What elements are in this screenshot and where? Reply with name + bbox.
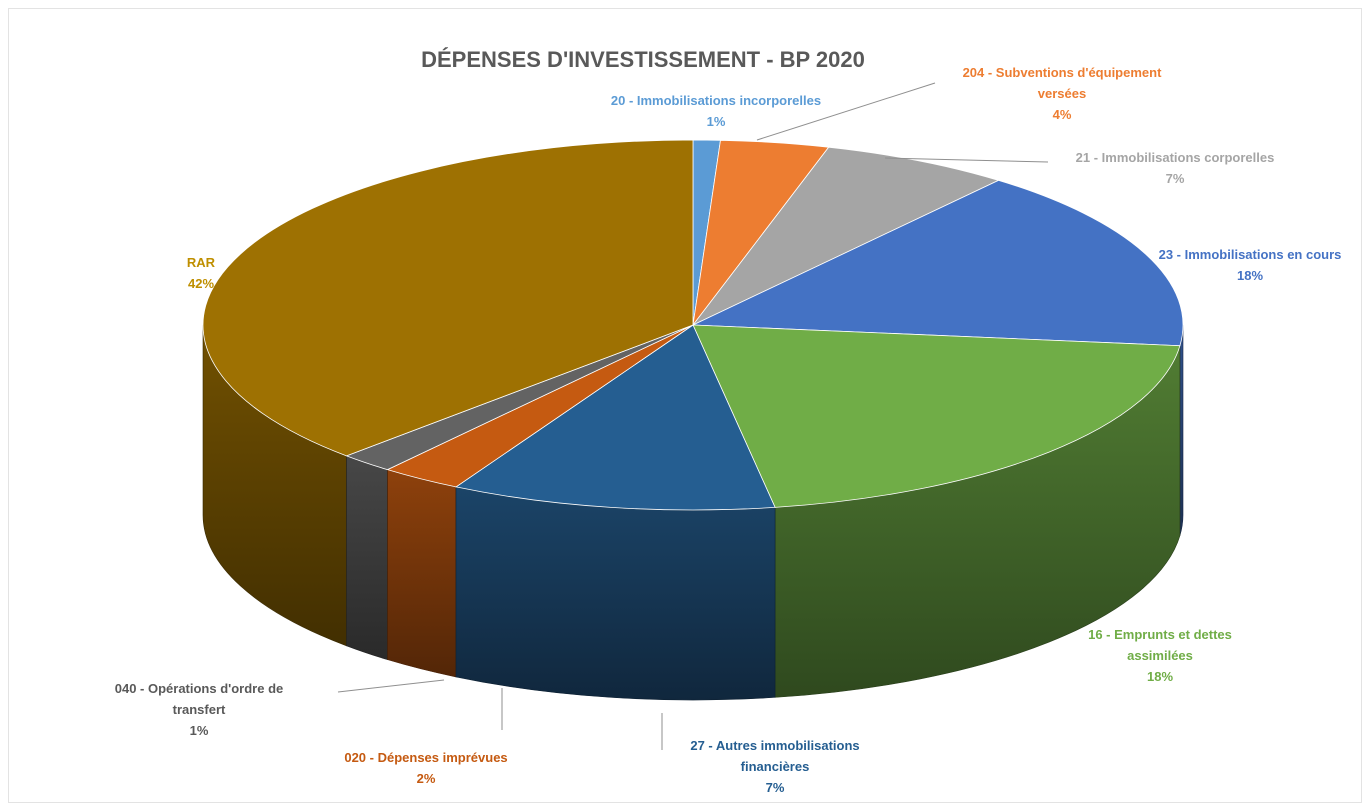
data-label-name: assimilées (1127, 648, 1193, 663)
data-label-name: 20 - Immobilisations incorporelles (611, 93, 821, 108)
data-labels: 20 - Immobilisations incorporelles 1% 204 … (115, 65, 1342, 795)
data-label-percent: 42% (188, 276, 214, 291)
leader-line-2 (756, 82, 936, 141)
pie-slice-9 (202, 139, 694, 457)
data-label-percent: 1% (707, 114, 726, 129)
data-label-1: 20 - Immobilisations incorporelles 1% (611, 93, 821, 129)
data-label-name: RAR (187, 255, 216, 270)
data-label-9: RAR 42% (187, 255, 216, 291)
chart-title: DÉPENSES D'INVESTISSEMENT - BP 2020 (421, 47, 865, 72)
leader-line-8 (337, 679, 445, 693)
pie-slice-3 (692, 146, 1000, 326)
data-label-8: 040 - Opérations d'ordre de transfert 1% (115, 681, 284, 738)
pie-side-6 (455, 486, 776, 701)
slices-layer (202, 139, 1184, 701)
pie-slice-4 (692, 179, 1184, 347)
data-label-percent: 7% (766, 780, 785, 795)
data-label-name: financières (741, 759, 810, 774)
data-label-name: 21 - Immobilisations corporelles (1076, 150, 1275, 165)
data-label-7: 020 - Dépenses imprévues 2% (344, 750, 507, 786)
leader-lines (337, 82, 1049, 750)
data-label-6: 27 - Autres immobilisations financières 7% (690, 738, 859, 795)
pie-side-8 (346, 455, 388, 661)
data-label-5: 16 - Emprunts et dettes assimilées 18% (1088, 627, 1232, 684)
data-label-name: 020 - Dépenses imprévues (344, 750, 507, 765)
pie-side-4 (1179, 324, 1184, 536)
data-label-name: 27 - Autres immobilisations (690, 738, 859, 753)
data-label-percent: 7% (1166, 171, 1185, 186)
data-label-percent: 4% (1053, 107, 1072, 122)
data-label-name: versées (1038, 86, 1086, 101)
data-label-3: 21 - Immobilisations corporelles 7% (1076, 150, 1275, 186)
data-label-percent: 1% (190, 723, 209, 738)
data-label-name: 16 - Emprunts et dettes (1088, 627, 1232, 642)
pie-slice-6 (454, 324, 776, 511)
data-label-name: 040 - Opérations d'ordre de (115, 681, 284, 696)
data-label-percent: 18% (1237, 268, 1263, 283)
data-label-name: 23 - Immobilisations en cours (1159, 247, 1342, 262)
data-label-percent: 18% (1147, 669, 1173, 684)
leader-line-3 (884, 157, 1049, 163)
pie-slice-5 (692, 324, 1181, 508)
data-label-percent: 2% (417, 771, 436, 786)
data-label-2: 204 - Subventions d'équipement versées 4% (963, 65, 1163, 122)
pie-side-7 (387, 469, 457, 678)
data-label-4: 23 - Immobilisations en cours 18% (1159, 247, 1342, 283)
data-label-name: transfert (173, 702, 226, 717)
data-label-name: 204 - Subventions d'équipement (963, 65, 1163, 80)
